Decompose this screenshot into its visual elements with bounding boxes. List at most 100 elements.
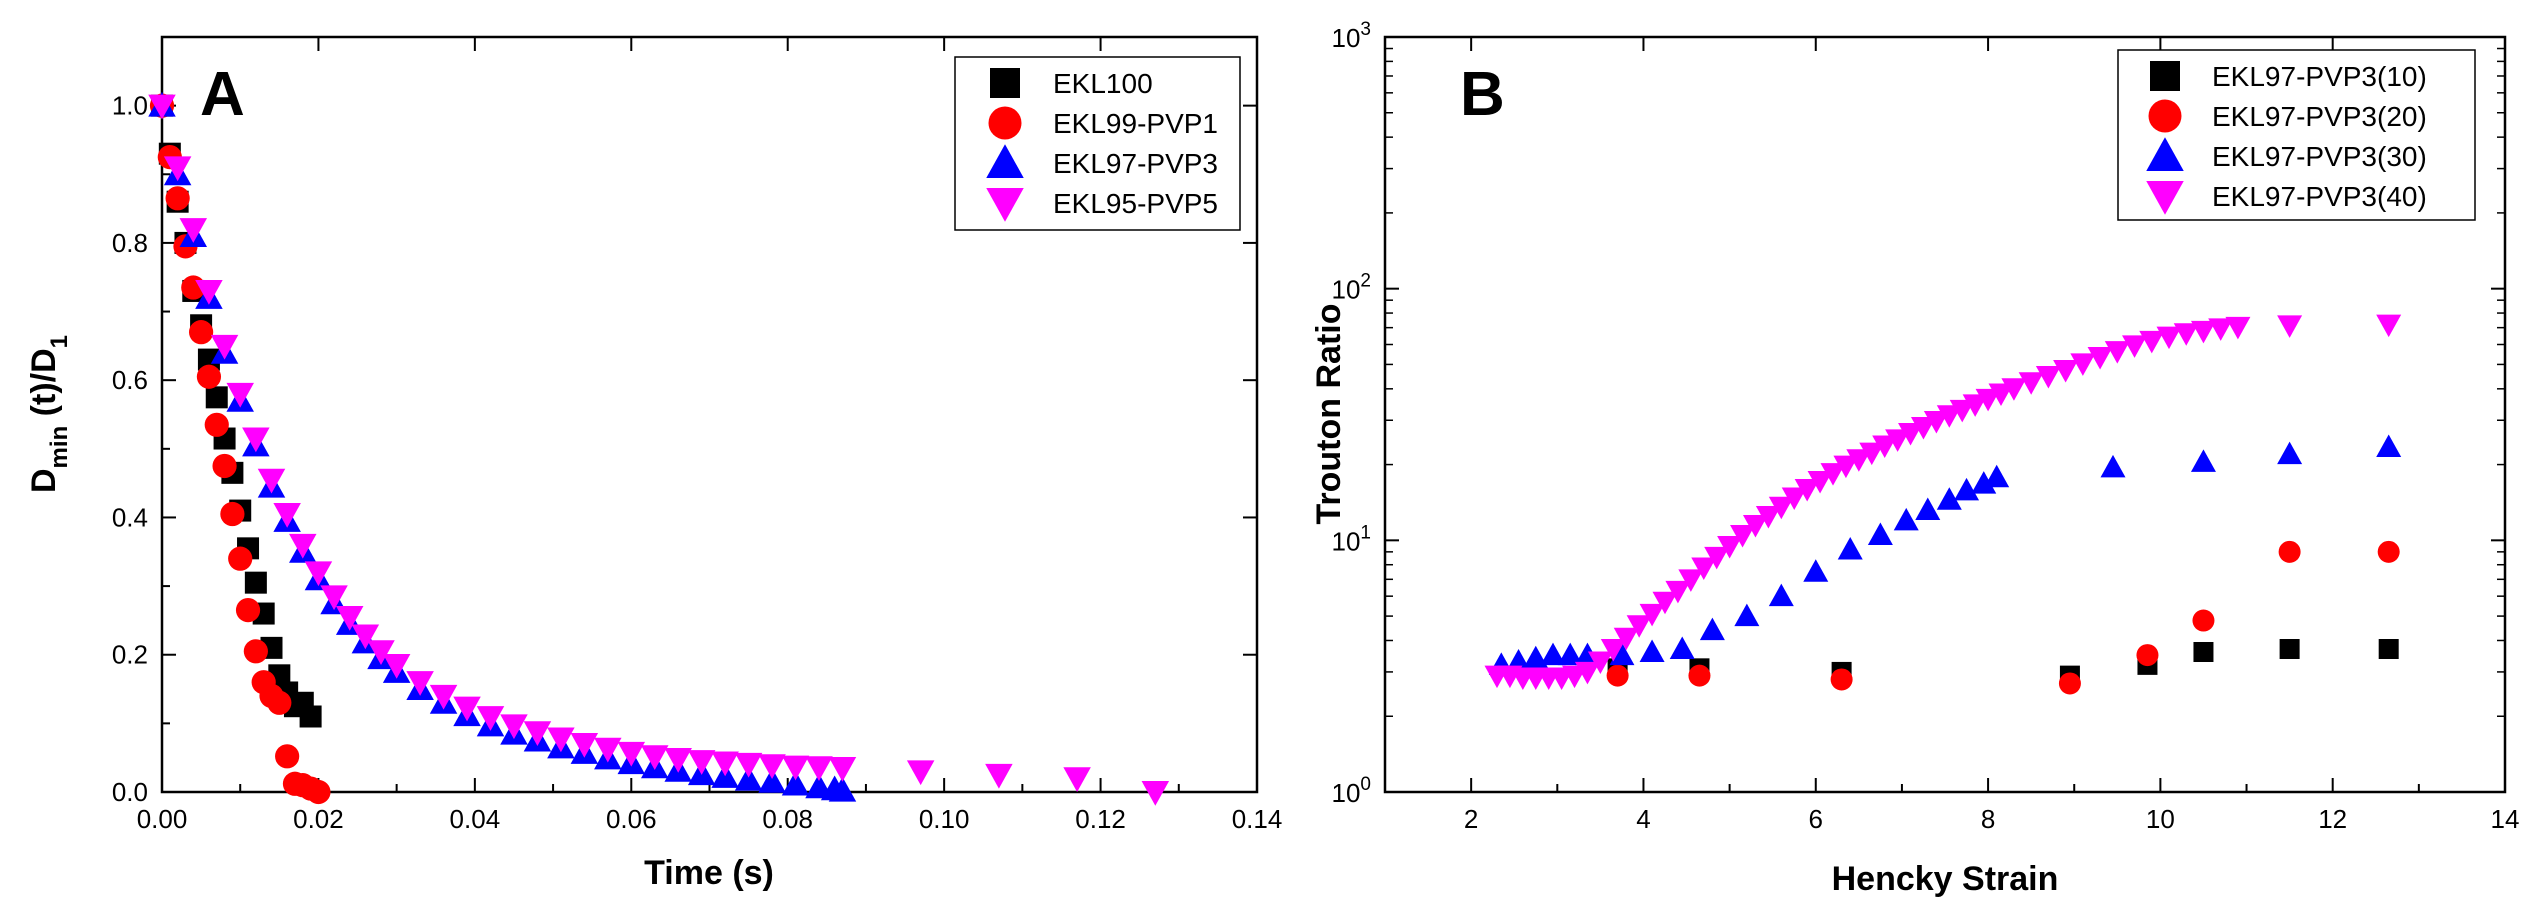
panel-a-point bbox=[205, 386, 228, 409]
panel-b-point bbox=[1975, 388, 2001, 412]
panel-b-point bbox=[1781, 487, 1807, 510]
panel-b-series-EKL97-PVP3(20) bbox=[1606, 540, 2400, 695]
panel-a-point bbox=[299, 705, 322, 728]
panel-b-point bbox=[2193, 641, 2214, 662]
panel-a-point bbox=[711, 751, 739, 777]
panel-b-point bbox=[1540, 642, 1566, 666]
panel-b-point bbox=[2277, 441, 2303, 465]
panel-b-point bbox=[1688, 664, 1711, 687]
panel-b-point bbox=[1639, 603, 1665, 627]
panel-a-point bbox=[148, 94, 176, 120]
panel-a-point bbox=[243, 639, 268, 664]
panel-a-x-tick-label: 0.14 bbox=[1232, 804, 1283, 834]
panel-b-legend-markers bbox=[2146, 61, 2184, 215]
panel-b-point bbox=[1872, 435, 1898, 459]
panel-b-point bbox=[2001, 378, 2027, 401]
panel-b-point bbox=[1984, 464, 2010, 488]
panel-b-point bbox=[2070, 353, 2096, 376]
panel-b-x-tick-label: 12 bbox=[2318, 804, 2347, 834]
panel-b-point bbox=[1717, 535, 1743, 559]
panel-a-point bbox=[805, 756, 833, 782]
panel-a-point bbox=[406, 671, 434, 696]
panel-b-point bbox=[1665, 580, 1691, 604]
panel-b-point bbox=[1885, 429, 1911, 452]
panel-a-point bbox=[781, 755, 810, 781]
panel-a-point bbox=[547, 727, 575, 753]
panel-b-legend-item: EKL97-PVP3(40) bbox=[2212, 181, 2427, 212]
panel-a-legend-item: EKL100 bbox=[1053, 68, 1153, 99]
panel-b-point bbox=[1669, 636, 1695, 660]
panel-a-point bbox=[734, 765, 763, 791]
panel-b-x-tick-label: 8 bbox=[1981, 804, 1995, 834]
panel-b-point bbox=[2018, 372, 2044, 395]
panel-b-point bbox=[2035, 365, 2061, 389]
panel-a-point bbox=[197, 348, 220, 371]
panel-b-point bbox=[1730, 525, 1756, 548]
panel-a-point bbox=[212, 453, 237, 479]
panel-a-y-tick-label: 1.0 bbox=[112, 91, 148, 121]
panel-a-legend-item: EKL99-PVP1 bbox=[1053, 108, 1218, 139]
panel-a-point bbox=[641, 745, 669, 771]
panel-a-point bbox=[523, 721, 552, 747]
panel-b-point bbox=[2053, 360, 2079, 383]
panel-a-legend-item: EKL97-PVP3 bbox=[1053, 148, 1218, 179]
panel-a-point bbox=[228, 546, 253, 571]
panel-b-point bbox=[1678, 569, 1704, 592]
panel-b-legend-item: EKL97-PVP3(30) bbox=[2212, 141, 2427, 172]
panel-b-point bbox=[2377, 540, 2400, 563]
panel-a-x-axis-label: Time (s) bbox=[644, 854, 774, 892]
panel-a-point bbox=[267, 690, 292, 715]
panel-b-point bbox=[1936, 405, 1962, 428]
panel-b-point bbox=[1639, 639, 1665, 662]
panel-a-point bbox=[335, 605, 364, 631]
panel-a-point bbox=[367, 640, 395, 666]
panel-a-point bbox=[617, 741, 646, 767]
panel-a-point bbox=[382, 654, 411, 679]
panel-b-point bbox=[1755, 505, 1781, 529]
panel-b-legend-marker bbox=[2146, 181, 2184, 215]
panel-b-point bbox=[1898, 422, 1924, 446]
panel-b-x-tick-label: 14 bbox=[2491, 804, 2520, 834]
panel-a-x-tick-label: 0.06 bbox=[606, 804, 657, 834]
panel-a-point bbox=[1141, 781, 1170, 806]
panel-b-label: B bbox=[1460, 60, 1505, 129]
panel-b-point bbox=[1915, 497, 1941, 520]
panel-a-point bbox=[828, 756, 857, 782]
panel-b-point bbox=[2190, 449, 2216, 472]
panel-b-point bbox=[1699, 617, 1725, 641]
panel-b-point bbox=[1557, 642, 1583, 666]
panel-a-legend-item: EKL95-PVP5 bbox=[1053, 188, 1218, 219]
panel-a-point bbox=[758, 767, 786, 793]
panel-a-point bbox=[275, 744, 300, 769]
panel-b-point bbox=[1613, 627, 1639, 651]
panel-a-y-axis-label-sub: min bbox=[46, 426, 73, 469]
panel-b-y-tick-label: 101 bbox=[1332, 522, 1372, 556]
panel-a-y-tick-label: 0.4 bbox=[112, 502, 148, 532]
panel-a-point bbox=[195, 279, 223, 305]
panel-b-legend-marker bbox=[2148, 99, 2182, 133]
panel-a-point bbox=[500, 714, 528, 740]
panel-b-x-tick-label: 6 bbox=[1809, 804, 1823, 834]
panel-a-ticks: 0.00 0.02 0.04 0.06 0.08 0.10 0.12 0.14 0.0 0.2 0.… bbox=[112, 36, 1283, 834]
panel-b-y-tick-label: 100 bbox=[1332, 774, 1372, 808]
panel-a-series-EKL95-PVP5 bbox=[148, 94, 1170, 806]
panel-a-point bbox=[306, 779, 331, 805]
panel-a-point bbox=[594, 737, 622, 763]
panel-a-legend-marker bbox=[990, 68, 1020, 98]
panel-a-point bbox=[273, 503, 301, 528]
panel-b-point bbox=[1768, 583, 1794, 607]
panel-a-legend-markers bbox=[986, 68, 1024, 222]
panel-a: 0.00 0.02 0.04 0.06 0.08 0.10 0.12 0.14 0.0 0.2 0.… bbox=[25, 35, 1283, 892]
panel-b-point bbox=[1742, 515, 1768, 538]
panel-a-point bbox=[734, 752, 763, 778]
panel-a-x-tick-label: 0.04 bbox=[450, 804, 501, 834]
panel-a-point bbox=[320, 585, 348, 611]
panel-b-point bbox=[2376, 434, 2402, 457]
panel-b-point bbox=[1626, 615, 1652, 638]
panel-b-point bbox=[1704, 546, 1730, 570]
panel-b-point bbox=[1820, 463, 1846, 486]
panel-a-point bbox=[664, 748, 692, 773]
panel-a-y-tick-label: 0.2 bbox=[112, 640, 148, 670]
panel-a-point bbox=[242, 427, 270, 453]
